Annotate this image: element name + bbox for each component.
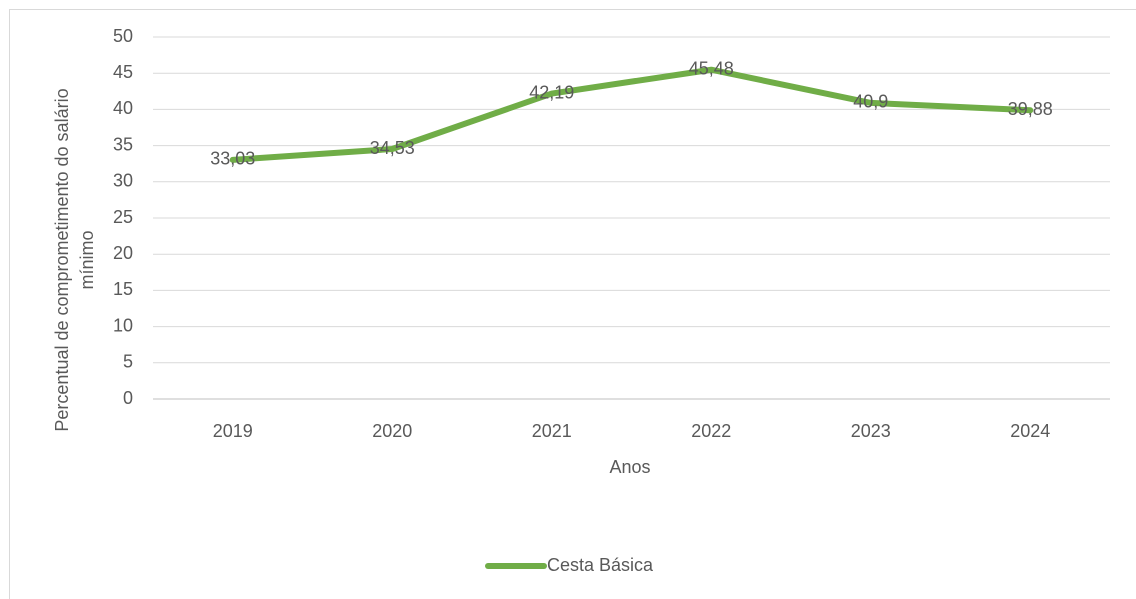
data-label: 34,53	[370, 138, 415, 158]
y-tick-label: 5	[123, 352, 133, 372]
y-tick-label: 0	[123, 388, 133, 408]
data-label: 33,03	[210, 149, 255, 169]
x-tick-label: 2023	[851, 421, 891, 441]
x-tick-label: 2019	[213, 421, 253, 441]
x-tick-label: 2020	[372, 421, 412, 441]
legend-label: Cesta Básica	[547, 555, 654, 575]
y-tick-label: 30	[113, 171, 133, 191]
y-axis-label: mínimo	[77, 230, 97, 289]
line	[229, 66, 1034, 163]
y-tick-label: 50	[113, 26, 133, 46]
y-axis-label: Percentual de comprometimento do salário	[52, 88, 72, 431]
data-label: 45,48	[689, 58, 734, 78]
y-tick-label: 40	[113, 98, 133, 118]
data-label: 39,88	[1008, 99, 1053, 119]
chart-frame	[9, 9, 1136, 599]
y-tick-label: 25	[113, 207, 133, 227]
x-tick-label: 2022	[691, 421, 731, 441]
y-tick-label: 20	[113, 243, 133, 263]
y-tick-label: 15	[113, 279, 133, 299]
data-label: 40,9	[853, 92, 888, 112]
x-axis-label: Anos	[609, 457, 650, 477]
y-tick-label: 45	[113, 62, 133, 82]
x-tick-label: 2021	[532, 421, 572, 441]
y-tick-label: 10	[113, 315, 133, 335]
data-label: 42,19	[529, 82, 574, 102]
y-tick-label: 35	[113, 134, 133, 154]
x-tick-label: 2024	[1010, 421, 1050, 441]
